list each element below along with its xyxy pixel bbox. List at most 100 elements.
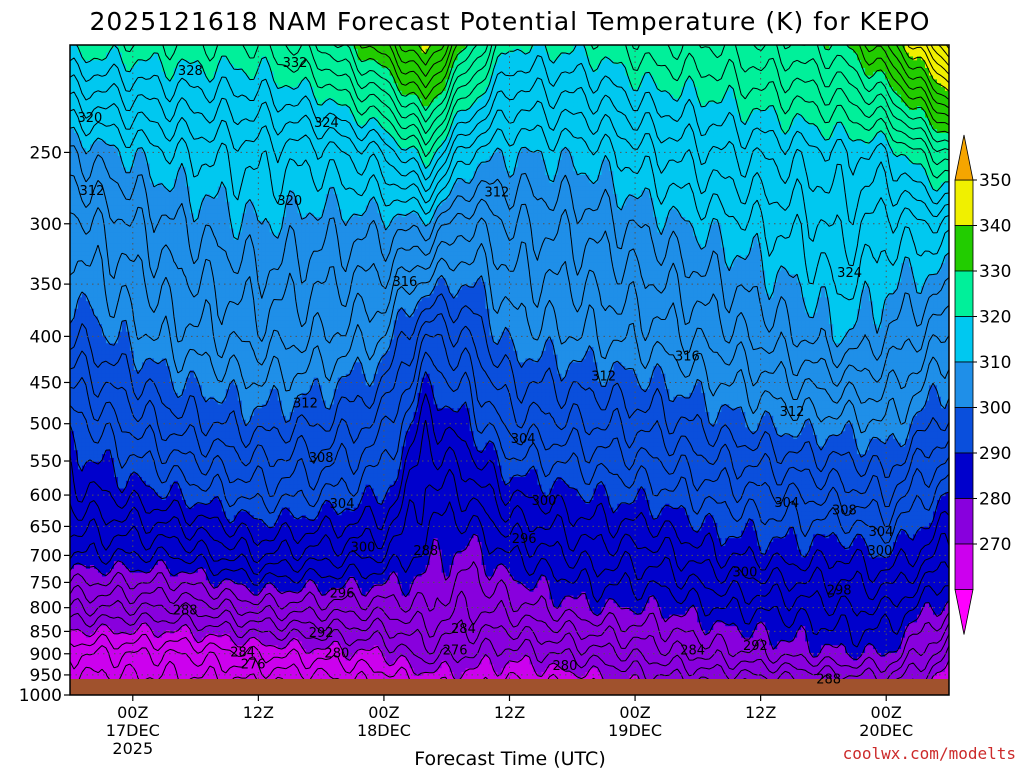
- theta-cell: [609, 75, 614, 81]
- theta-cell: [345, 64, 351, 69]
- theta-cell: [845, 121, 850, 126]
- theta-cell: [245, 45, 251, 50]
- theta-cell: [473, 94, 479, 100]
- theta-cell: [917, 60, 922, 65]
- theta-cell: [685, 83, 690, 88]
- theta-cell: [417, 106, 423, 111]
- theta-cell: [629, 45, 634, 50]
- theta-cell: [485, 75, 491, 81]
- theta-cell: [101, 75, 107, 81]
- theta-cell: [861, 117, 866, 123]
- theta-cell: [497, 87, 503, 92]
- theta-cell: [137, 98, 143, 103]
- theta-cell: [173, 71, 179, 77]
- theta-cell: [817, 102, 822, 107]
- theta-cell: [649, 106, 654, 111]
- theta-cell: [337, 106, 343, 111]
- theta-cell: [341, 129, 347, 134]
- theta-cell: [173, 56, 179, 61]
- theta-cell: [477, 56, 483, 61]
- theta-cell: [845, 102, 850, 107]
- theta-cell: [149, 90, 155, 96]
- theta-cell: [505, 71, 511, 77]
- theta-cell: [853, 64, 858, 69]
- theta-cell: [785, 75, 790, 81]
- theta-cell: [413, 64, 419, 69]
- theta-cell: [505, 110, 511, 115]
- theta-cell: [197, 45, 203, 50]
- theta-cell: [85, 75, 91, 81]
- theta-cell: [513, 98, 519, 103]
- theta-cell: [801, 64, 806, 69]
- theta-cell: [605, 56, 610, 61]
- theta-cell: [133, 102, 139, 107]
- theta-cell: [937, 106, 942, 111]
- theta-cell: [533, 98, 539, 103]
- theta-cell: [909, 94, 914, 100]
- theta-cell: [821, 75, 826, 81]
- theta-cell: [589, 64, 595, 69]
- theta-cell: [409, 45, 415, 50]
- theta-cell: [285, 117, 291, 123]
- theta-cell: [561, 94, 567, 100]
- theta-cell: [461, 87, 467, 92]
- theta-cell: [713, 87, 718, 92]
- theta-cell: [817, 106, 822, 111]
- theta-cell: [109, 75, 115, 81]
- theta-cell: [485, 90, 491, 96]
- theta-cell: [893, 121, 898, 126]
- theta-cell: [765, 125, 770, 130]
- theta-cell: [821, 87, 826, 92]
- theta-cell: [789, 98, 794, 103]
- theta-cell: [841, 60, 846, 65]
- theta-cell: [293, 98, 299, 103]
- theta-cell: [649, 125, 654, 130]
- theta-cell: [813, 64, 818, 69]
- theta-cell: [705, 94, 710, 100]
- theta-cell: [353, 110, 359, 115]
- theta-cell: [301, 90, 307, 96]
- theta-cell: [481, 106, 487, 111]
- theta-cell: [89, 56, 95, 61]
- theta-cell: [165, 75, 171, 81]
- theta-cell: [225, 98, 231, 103]
- theta-cell: [717, 75, 722, 81]
- theta-cell: [557, 45, 563, 50]
- theta-cell: [233, 52, 239, 58]
- theta-cell: [317, 56, 323, 61]
- theta-cell: [805, 45, 810, 50]
- theta-cell: [425, 48, 431, 54]
- theta-cell: [569, 67, 575, 73]
- theta-cell: [921, 75, 926, 81]
- theta-cell: [905, 60, 910, 65]
- theta-cell: [937, 56, 942, 61]
- theta-cell: [709, 60, 714, 65]
- theta-cell: [185, 64, 191, 69]
- theta-cell: [749, 67, 754, 73]
- theta-cell: [273, 117, 279, 123]
- theta-cell: [501, 87, 507, 92]
- theta-cell: [453, 60, 459, 65]
- theta-cell: [733, 110, 738, 115]
- theta-cell: [649, 129, 654, 134]
- theta-cell: [137, 56, 143, 61]
- theta-cell: [513, 48, 519, 54]
- theta-cell: [469, 64, 475, 69]
- theta-cell: [765, 67, 770, 73]
- theta-cell: [593, 121, 598, 126]
- theta-cell: [705, 48, 710, 54]
- theta-cell: [109, 98, 115, 103]
- theta-cell: [189, 71, 195, 77]
- theta-cell: [125, 121, 131, 126]
- theta-cell: [377, 75, 383, 81]
- theta-cell: [165, 125, 171, 130]
- theta-cell: [849, 48, 854, 54]
- theta-cell: [145, 87, 151, 92]
- theta-cell: [629, 75, 634, 81]
- theta-cell: [353, 79, 359, 84]
- theta-cell: [397, 113, 403, 119]
- theta-cell: [793, 106, 798, 111]
- theta-cell: [325, 64, 331, 69]
- theta-cell: [297, 102, 303, 107]
- theta-cell: [145, 48, 151, 54]
